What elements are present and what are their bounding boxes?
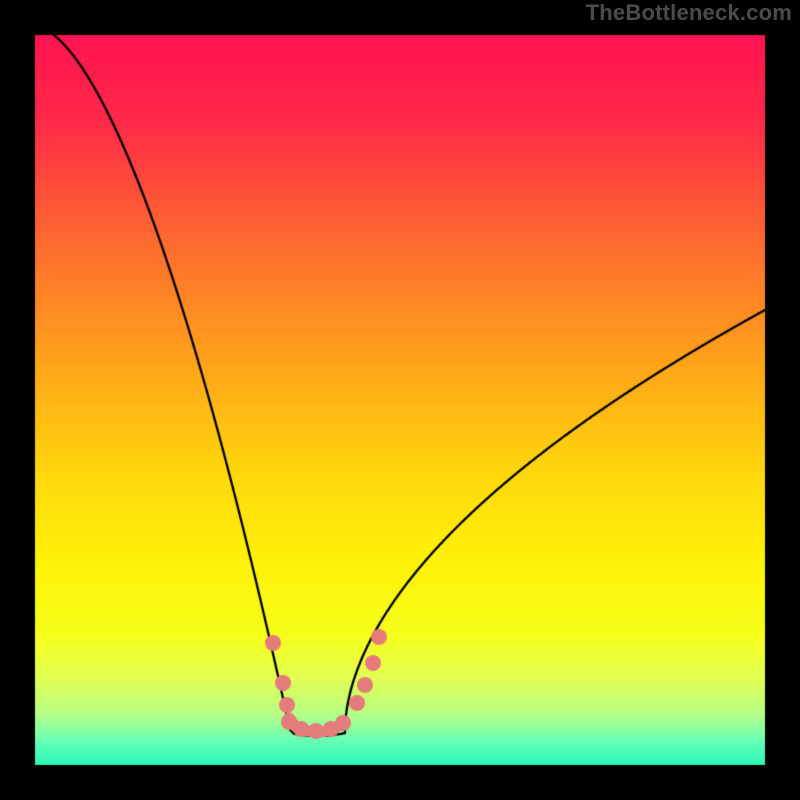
chart-stage: TheBottleneck.com (0, 0, 800, 800)
bottleneck-chart-canvas (0, 0, 800, 800)
watermark-text: TheBottleneck.com (586, 0, 792, 26)
